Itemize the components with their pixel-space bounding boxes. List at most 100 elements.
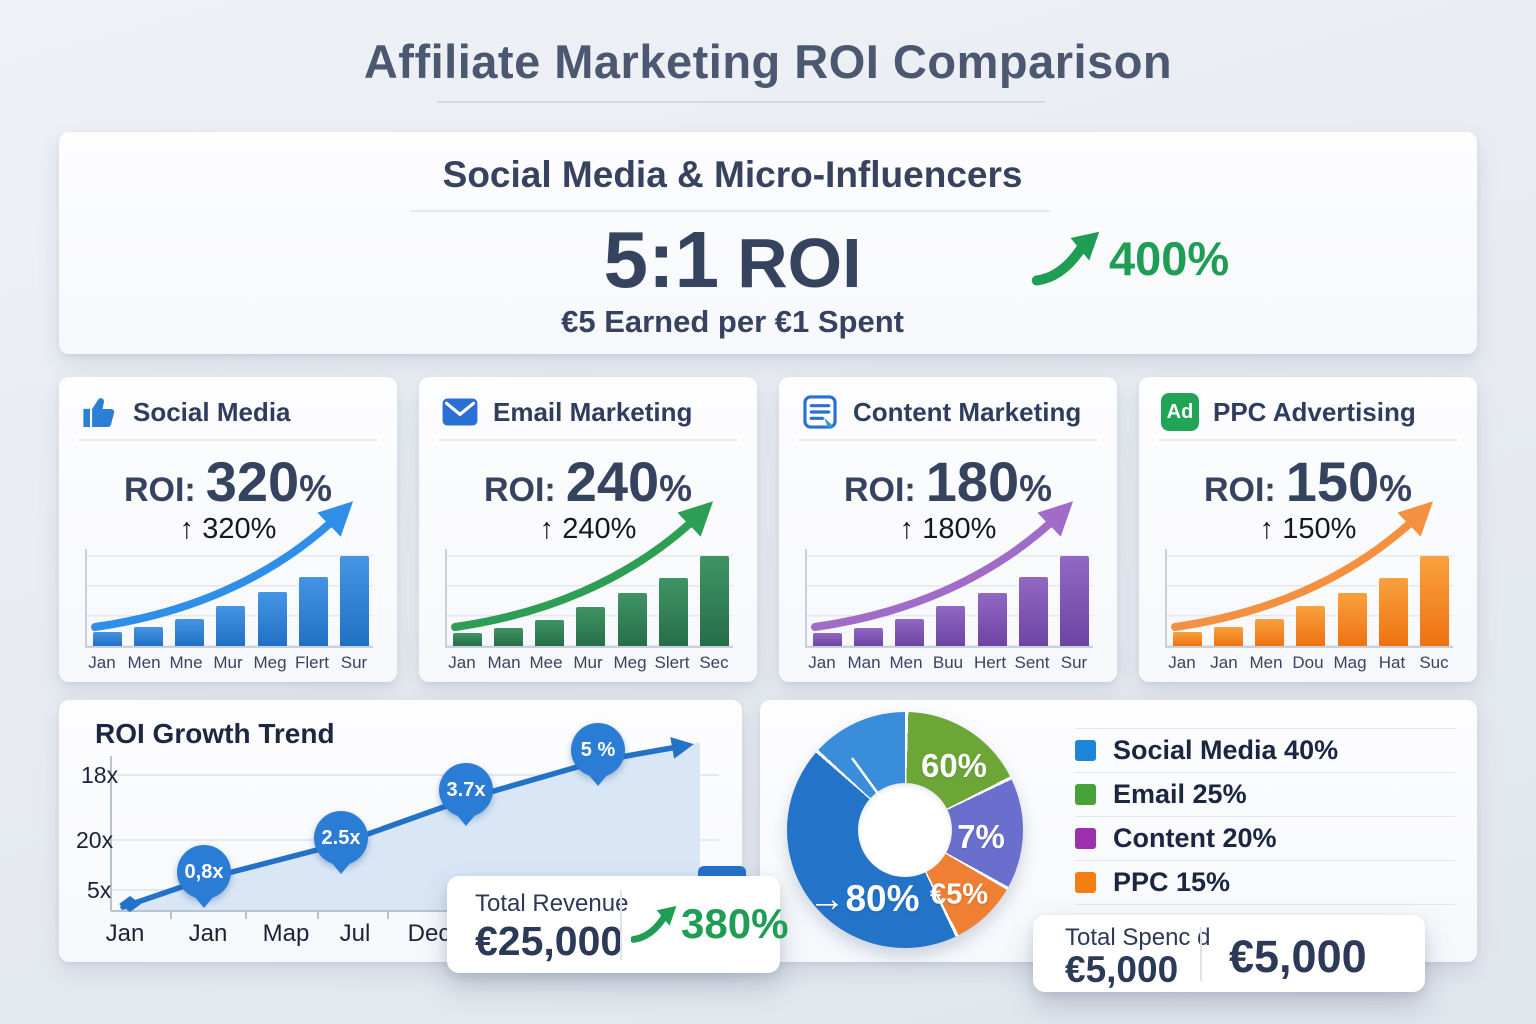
slice-label: 60% [920,747,988,784]
bar [298,577,328,646]
legend-item: Social Media 40% [1075,728,1455,773]
donut-legend: Social Media 40% Email 25% Content 20% P… [1075,728,1455,905]
growth-value: 240% [562,513,637,545]
divider [799,439,1097,441]
bar-group [93,549,369,646]
bar-chart [1165,549,1453,648]
growth-value: 180% [922,513,997,545]
legend-swatch [1075,828,1096,849]
bar [1419,555,1449,646]
month-label: Mag [1333,653,1367,672]
bar [175,618,205,646]
legend-swatch [1075,740,1096,761]
bar [895,618,925,646]
hero-growth: 400% [1031,228,1229,288]
month-label: Sur [1060,653,1088,672]
spend-label: Total Spenc d [1065,924,1211,951]
month-label: Jan [1168,653,1196,672]
x-tick-label: Map [262,920,310,947]
bar [699,555,729,646]
bar-group [1173,549,1449,646]
channel-header: Email Marketing [441,393,692,431]
bar-chart [85,549,373,648]
roi-percent-sign: % [299,468,333,509]
roi-percent-sign: % [659,468,693,509]
bar [854,627,884,646]
revenue-label: Total Revenue [475,890,629,917]
up-arrow-icon: ↑ [1259,513,1275,545]
month-label: Meg [253,653,287,672]
roi-label: ROI: [1203,471,1276,509]
channel-card-social-media: Social Media ROI: 320% ↑ 320% Jan Men Mne Mu… [59,377,397,682]
month-axis: Jan Man Men Buu Hert Sent Sur [801,653,1095,673]
growth-value: 150% [1282,513,1357,545]
revenue-growth: 380% [631,900,788,948]
month-label: Jan [88,653,116,672]
channel-roi: ROI: 320% [59,453,397,526]
bar [617,592,647,646]
channel-roi: ROI: 180% [779,453,1117,526]
month-label: Men [1249,653,1283,672]
document-icon [803,395,837,429]
roi-number: 320 [205,450,300,513]
month-label: Sent [1014,653,1050,672]
up-arrow-icon: ↑ [179,513,195,545]
channel-title: Email Marketing [493,396,693,427]
bar [1173,632,1202,646]
x-tick-label: Dec [407,920,451,947]
spend-value: €5,000 [1065,949,1179,990]
divider [1200,927,1202,981]
envelope-icon [442,398,478,426]
legend-swatch [1075,784,1096,805]
y-tick-label: 18x [81,762,119,788]
roi-number: 180 [925,450,1020,513]
month-label: Mur [573,653,603,672]
bar [1255,618,1285,646]
bar [576,607,606,646]
data-point-bubble: 2.5x [314,811,368,865]
hero-title: Social Media & Micro-Influencers [442,154,1023,195]
legend-swatch [1075,872,1096,893]
month-label: Sec [699,653,729,672]
bar [936,606,966,646]
month-axis: Jan Men Mne Mur Meg Flert Sur [81,653,375,673]
month-label: Jan [808,653,836,672]
bar [1214,626,1244,646]
data-point-bubble: 0,8x [177,845,231,899]
bar-chart [805,549,1093,648]
title-divider [437,101,1045,103]
channel-roi: ROI: 240% [419,453,757,526]
up-arrow-icon: ↑ [899,513,915,545]
divider [1159,439,1457,441]
revenue-growth-value: 380% [681,900,789,947]
growth-arrow-icon [631,906,677,943]
month-label: Sur [340,653,368,672]
revenue-value: €25,000 [475,918,624,964]
spend-value-large: €5,000 [1229,931,1367,982]
channel-title: Content Marketing [853,396,1082,427]
bar [257,591,287,646]
bar-chart [445,549,733,648]
up-arrow-icon: ↑ [539,513,555,545]
divider [79,439,377,441]
month-label: Suc [1419,653,1449,672]
channel-growth: ↑ 240% [419,513,757,546]
total-revenue-card: Total Revenue €25,000 380% [447,876,788,973]
slice-label: €5% [929,878,989,911]
roi-number: 150 [1285,450,1380,513]
divider [620,890,622,960]
month-label: Jan [1210,653,1238,672]
channel-title: PPC Advertising [1213,396,1416,427]
month-label: Mee [529,653,563,672]
channel-header: Content Marketing [801,393,1081,431]
month-label: Men [127,653,161,672]
channel-card-ppc-advertising: Ad PPC Advertising ROI: 150% ↑ 150% Jan Ja… [1139,377,1477,682]
bar [813,633,842,646]
bar [1018,577,1048,646]
month-label: Flert [295,653,329,672]
growth-arrow-icon [1031,231,1100,286]
bar-group [453,549,729,646]
channel-growth: ↑ 150% [1139,513,1477,546]
x-tick-label: Jan [188,920,228,947]
channel-title: Social Media [133,396,291,427]
